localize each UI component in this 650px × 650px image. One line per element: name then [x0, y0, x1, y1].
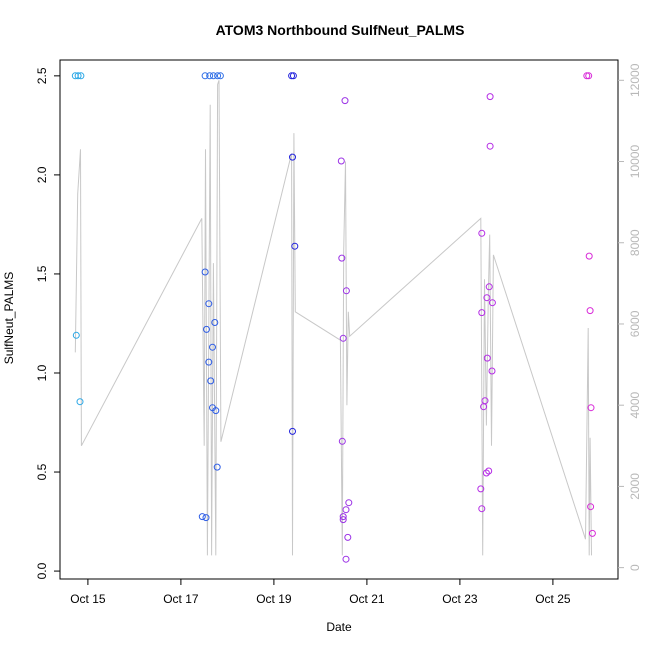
data-point: [202, 514, 210, 522]
data-point: [342, 506, 350, 514]
data-point: [583, 72, 591, 80]
data-point: [485, 283, 493, 291]
y2-tick-label: 6000: [628, 310, 642, 337]
data-point: [482, 469, 490, 477]
data-point: [214, 72, 222, 80]
y2-tick-label: 8000: [628, 229, 642, 256]
y-axis-left: 0.0 0.5 1.0 1.5 2.0 2.5: [35, 67, 60, 579]
data-point: [337, 157, 345, 165]
data-point: [201, 72, 209, 80]
data-point: [485, 467, 493, 475]
data-point: [488, 299, 496, 307]
y-axis-right: 0 2000 4000 6000 8000 10000 12000: [618, 63, 642, 571]
data-point: [216, 72, 224, 80]
data-point: [289, 153, 296, 161]
data-point: [198, 513, 206, 521]
x-tick-label: Oct 21: [349, 592, 385, 606]
data-point: [488, 367, 496, 375]
data-point: [586, 307, 594, 315]
y2-tick-label: 0: [628, 564, 642, 571]
data-point: [341, 97, 349, 105]
data-point: [585, 72, 593, 80]
y2-tick-label: 2000: [628, 473, 642, 500]
altitude-line: [74, 80, 592, 556]
data-point: [211, 319, 219, 326]
y-axis-label: SulfNeut_PALMS: [2, 272, 16, 365]
data-point: [585, 252, 593, 260]
x-tick-label: Oct 19: [256, 592, 292, 606]
y2-tick-label: 10000: [628, 145, 642, 179]
x-tick-label: Oct 25: [535, 592, 571, 606]
data-point: [205, 300, 213, 308]
x-tick-label: Oct 17: [163, 592, 199, 606]
data-point: [345, 499, 353, 507]
data-point: [483, 294, 491, 302]
x-axis: Oct 15 Oct 17 Oct 19 Oct 21 Oct 23 Oct 25: [70, 579, 571, 606]
data-point: [486, 142, 494, 150]
data-point: [588, 529, 596, 537]
y2-tick-label: 12000: [628, 63, 642, 97]
data-point: [587, 404, 595, 412]
data-point: [480, 403, 488, 411]
data-point: [338, 254, 346, 262]
data-point: [203, 325, 210, 333]
y-tick-label: 0.0: [35, 562, 49, 579]
data-point: [213, 463, 221, 471]
y-tick-label: 2.5: [35, 67, 49, 84]
data-point: [338, 437, 346, 445]
data-point: [339, 516, 347, 524]
data-point: [77, 72, 85, 80]
data-point: [478, 229, 486, 237]
chart-title: ATOM3 Northbound SulfNeut_PALMS: [216, 22, 465, 38]
data-point: [342, 555, 350, 563]
data-point: [76, 398, 84, 406]
y-tick-label: 1.5: [35, 265, 49, 282]
points-layer: [71, 72, 596, 563]
data-point: [291, 242, 299, 250]
data-point: [289, 427, 296, 435]
plot-frame: [59, 59, 619, 580]
data-point: [478, 309, 486, 317]
data-point: [72, 331, 80, 339]
data-point: [212, 407, 220, 415]
y-tick-label: 0.5: [35, 463, 49, 480]
data-point: [344, 533, 352, 541]
data-point: [587, 503, 595, 511]
x-tick-label: Oct 15: [70, 592, 106, 606]
data-point: [207, 377, 215, 385]
data-point: [205, 358, 213, 366]
altitude-layer: [74, 80, 592, 556]
data-point: [342, 287, 350, 295]
data-point: [209, 72, 217, 80]
data-point: [486, 93, 494, 101]
data-point: [477, 485, 485, 493]
x-tick-label: Oct 23: [442, 592, 478, 606]
data-point: [209, 343, 216, 351]
data-point: [206, 72, 214, 80]
data-point: [339, 513, 347, 521]
x-axis-label: Date: [326, 620, 352, 634]
data-point: [74, 72, 82, 80]
y-tick-label: 1.0: [35, 364, 49, 381]
data-point: [339, 334, 347, 342]
y2-tick-label: 4000: [628, 392, 642, 419]
y-tick-label: 2.0: [35, 166, 49, 183]
data-point: [289, 72, 297, 80]
data-point: [483, 354, 491, 362]
data-point: [201, 268, 209, 276]
data-point: [478, 505, 486, 513]
